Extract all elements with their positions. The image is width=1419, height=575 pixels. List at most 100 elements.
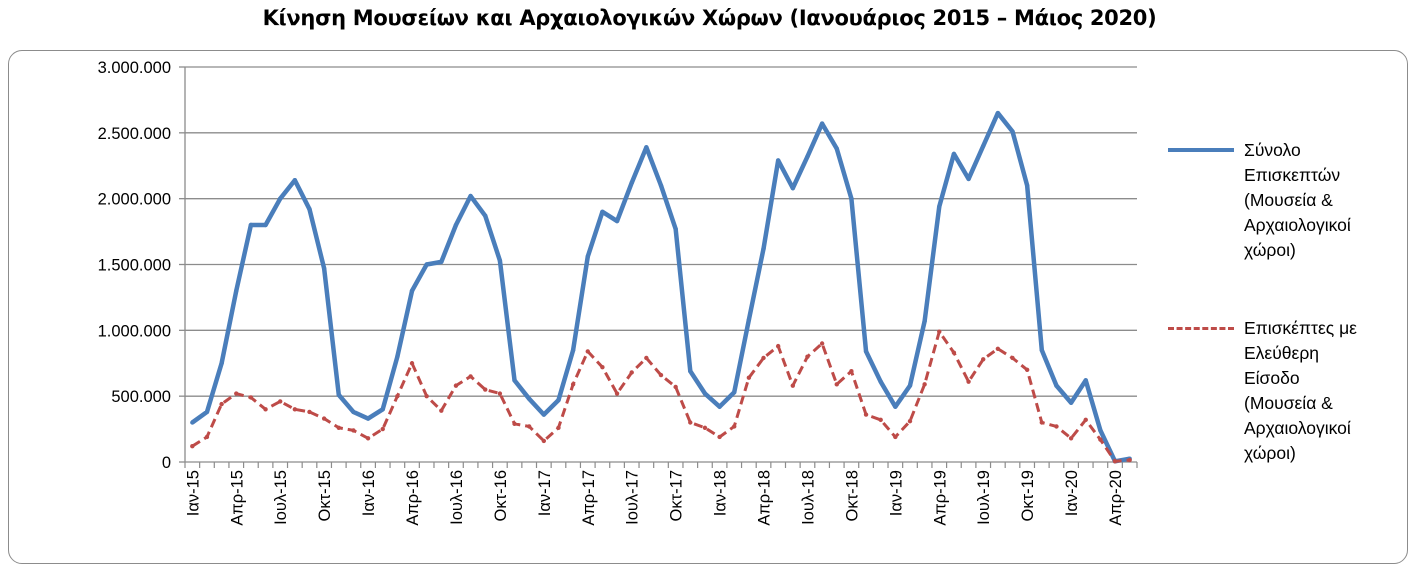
legend-item-free-entry: Επισκέπτες με Ελεύθερη Είσοδο (Μουσεία &… <box>1168 316 1408 466</box>
data-point-free-entry <box>292 407 298 412</box>
data-point-total <box>263 222 268 228</box>
x-tick-label: Απρ-15 <box>228 470 246 526</box>
x-tick-label: Ιουλ-16 <box>448 470 466 525</box>
data-point-total <box>1039 347 1045 353</box>
data-point-free-entry <box>1039 420 1045 425</box>
data-point-free-entry <box>746 375 752 380</box>
data-point-free-entry <box>907 418 913 424</box>
data-point-free-entry <box>1068 436 1074 441</box>
data-point-total <box>439 259 444 265</box>
data-point-total <box>248 222 254 228</box>
data-point-total <box>453 222 459 228</box>
data-point-total <box>878 379 883 384</box>
legend-label: Επισκέπτες με Ελεύθερη Είσοδο (Μουσεία &… <box>1244 318 1357 463</box>
data-point-free-entry <box>204 434 210 440</box>
data-point-total <box>717 404 722 409</box>
y-tick-label: 2.500.000 <box>98 125 171 143</box>
x-tick-label: Οκτ-19 <box>1019 470 1037 521</box>
data-point-free-entry <box>878 417 883 423</box>
y-tick-label: 3.000.000 <box>98 59 171 77</box>
data-point-total <box>1098 428 1103 433</box>
data-point-free-entry <box>453 383 459 388</box>
data-point-total <box>600 209 605 215</box>
data-point-total <box>409 288 415 294</box>
data-point-total <box>732 390 737 395</box>
data-point-total <box>629 180 634 186</box>
data-point-total <box>644 145 649 150</box>
x-tick-label: Ιαν-18 <box>712 470 730 516</box>
data-point-total <box>746 317 752 322</box>
data-point-total <box>937 204 942 209</box>
data-point-total <box>893 404 898 409</box>
data-point-total <box>541 412 547 417</box>
legend-item-total: Σύνολο Επισκεπτών (Μουσεία & Αρχαιολογικ… <box>1168 138 1408 263</box>
data-point-free-entry <box>688 420 693 425</box>
data-point-free-entry <box>585 349 590 354</box>
x-tick-label: Ιουλ-18 <box>799 470 817 525</box>
data-point-total <box>278 196 283 201</box>
data-point-free-entry <box>702 425 708 430</box>
data-point-total <box>688 368 693 374</box>
data-point-total <box>614 218 620 224</box>
data-point-total <box>307 207 312 212</box>
x-tick-label: Οκτ-15 <box>316 470 334 521</box>
data-point-total <box>365 416 371 421</box>
data-point-total <box>219 361 224 366</box>
data-point-free-entry <box>541 438 547 444</box>
data-point-free-entry <box>1054 424 1059 429</box>
data-point-free-entry <box>351 428 356 433</box>
x-tick-label: Απρ-20 <box>1107 470 1125 526</box>
chart-frame <box>8 50 1408 564</box>
data-point-free-entry <box>805 354 810 359</box>
data-point-free-entry <box>307 409 312 415</box>
data-point-free-entry <box>863 412 869 417</box>
data-point-free-entry <box>234 391 239 396</box>
data-point-free-entry <box>1127 457 1132 463</box>
data-point-free-entry <box>278 399 283 404</box>
data-point-free-entry <box>951 350 957 355</box>
data-point-free-entry <box>614 391 620 396</box>
x-tick-label: Ιουλ-15 <box>272 470 290 525</box>
x-tick-label: Απρ-18 <box>756 470 774 526</box>
data-point-free-entry <box>790 383 796 388</box>
x-tick-label: Απρ-16 <box>404 470 422 526</box>
y-tick-label: 1.000.000 <box>98 322 171 340</box>
x-tick-label: Οκτ-18 <box>843 470 861 521</box>
data-point-free-entry <box>1010 355 1015 361</box>
data-point-free-entry <box>658 372 664 378</box>
x-tick-label: Ιαν-20 <box>1063 470 1081 516</box>
data-point-free-entry <box>981 357 986 362</box>
data-point-free-entry <box>395 393 400 399</box>
data-point-total <box>849 196 854 201</box>
data-point-total <box>819 121 825 126</box>
data-point-total <box>863 349 869 354</box>
x-tick-label: Απρ-19 <box>931 470 949 526</box>
data-point-free-entry <box>629 370 634 375</box>
data-point-total <box>790 185 796 191</box>
x-tick-label: Οκτ-16 <box>492 470 510 521</box>
x-tick-label: Ιαν-15 <box>184 470 202 516</box>
data-point-free-entry <box>644 355 649 361</box>
data-point-free-entry <box>673 384 678 390</box>
x-tick-label: Οκτ-17 <box>668 470 686 521</box>
data-point-total <box>658 183 664 188</box>
data-point-total <box>526 396 532 401</box>
data-point-free-entry <box>893 434 898 440</box>
data-point-total <box>204 409 210 415</box>
legend-swatch-dashed <box>1168 327 1234 330</box>
data-point-free-entry <box>834 382 839 387</box>
data-point-free-entry <box>732 424 737 429</box>
data-point-total <box>922 318 927 324</box>
data-point-free-entry <box>966 379 971 384</box>
data-point-free-entry <box>380 426 385 432</box>
data-point-free-entry <box>937 329 942 334</box>
data-point-free-entry <box>512 421 517 427</box>
data-point-total <box>351 409 356 415</box>
data-point-free-entry <box>600 365 605 370</box>
data-point-free-entry <box>995 346 1001 351</box>
data-point-free-entry <box>717 434 722 440</box>
data-point-total <box>1083 378 1088 383</box>
data-point-free-entry <box>439 408 444 413</box>
data-point-free-entry <box>190 444 195 449</box>
